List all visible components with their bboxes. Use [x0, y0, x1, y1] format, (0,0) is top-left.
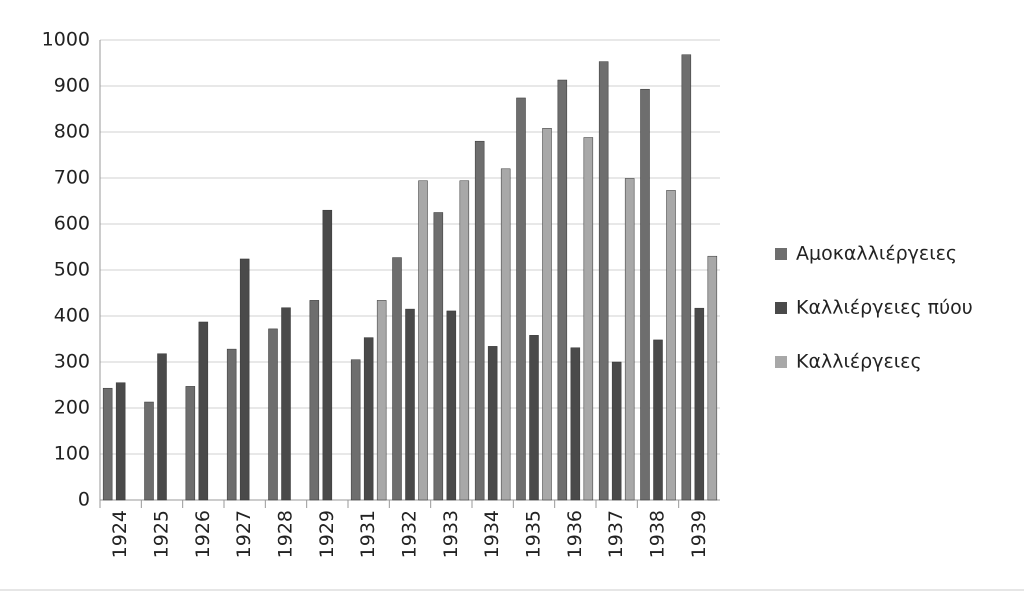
- y-tick-label: 500: [54, 259, 90, 281]
- bar: [198, 321, 209, 501]
- x-tick-label: 1936: [564, 510, 586, 558]
- y-tick-label: 200: [54, 397, 90, 419]
- bar: [516, 97, 526, 501]
- bar: [640, 88, 650, 501]
- bar: [418, 180, 428, 501]
- x-tick-label: 1929: [316, 510, 338, 558]
- x-tick-label: 1933: [440, 510, 462, 558]
- y-tick-label: 300: [54, 351, 90, 373]
- bar: [226, 348, 237, 501]
- legend-label: Καλλιέργειες: [796, 351, 922, 373]
- legend-swatch: [775, 302, 787, 314]
- y-tick-label: 600: [54, 213, 90, 235]
- bar: [322, 209, 333, 501]
- x-tick-label: 1926: [192, 510, 214, 558]
- y-tick-label: 900: [54, 75, 90, 97]
- legend-label: Αμοκαλλιέργειες: [796, 243, 957, 265]
- y-tick-label: 1000: [42, 29, 90, 51]
- y-tick-label: 800: [54, 121, 90, 143]
- y-tick-label: 700: [54, 167, 90, 189]
- bar: [624, 178, 635, 501]
- y-tick-label: 100: [54, 443, 90, 465]
- legend-swatch: [775, 356, 787, 368]
- bar: [446, 310, 457, 501]
- bar: [611, 361, 622, 501]
- x-tick-label: 1925: [151, 510, 173, 558]
- bar: [405, 308, 415, 501]
- bar: [363, 337, 374, 501]
- legend-label: Καλλιέργειες πύου: [796, 297, 973, 319]
- bar: [102, 387, 113, 501]
- bar: [239, 258, 250, 501]
- bar: [666, 190, 676, 501]
- x-tick-label: 1924: [109, 510, 131, 558]
- bar: [583, 137, 594, 501]
- bar: [309, 300, 320, 501]
- bar: [598, 61, 609, 501]
- x-tick-label: 1938: [647, 510, 669, 558]
- bar: [392, 257, 402, 501]
- bar: [376, 300, 387, 501]
- bar: [144, 401, 154, 501]
- bar: [529, 335, 539, 501]
- x-tick-label: 1932: [399, 510, 421, 558]
- bar: [681, 54, 692, 501]
- bar: [350, 359, 361, 501]
- bar: [433, 212, 444, 501]
- bar: [459, 180, 470, 501]
- bar: [653, 339, 663, 501]
- bar: [570, 347, 581, 501]
- x-tick-label: 1928: [275, 510, 297, 558]
- bar: [268, 328, 278, 501]
- bar: [115, 382, 126, 501]
- bar: [694, 307, 705, 501]
- bar: [281, 307, 291, 501]
- x-tick-label: 1927: [233, 510, 255, 558]
- bar: [185, 386, 196, 501]
- x-tick-label: 1931: [357, 510, 379, 558]
- legend-swatch: [775, 248, 787, 260]
- x-tick-label: 1935: [523, 510, 545, 558]
- x-tick-label: 1934: [481, 510, 503, 558]
- bar: [707, 255, 718, 501]
- bar: [474, 140, 485, 501]
- bar: [542, 128, 552, 501]
- bar: [487, 346, 498, 501]
- bar: [500, 168, 511, 501]
- bar: [157, 353, 167, 501]
- x-tick-label: 1939: [688, 510, 710, 558]
- y-tick-label: 400: [54, 305, 90, 327]
- x-tick-label: 1937: [605, 510, 627, 558]
- y-tick-label: 0: [78, 489, 90, 511]
- bar: [557, 79, 568, 501]
